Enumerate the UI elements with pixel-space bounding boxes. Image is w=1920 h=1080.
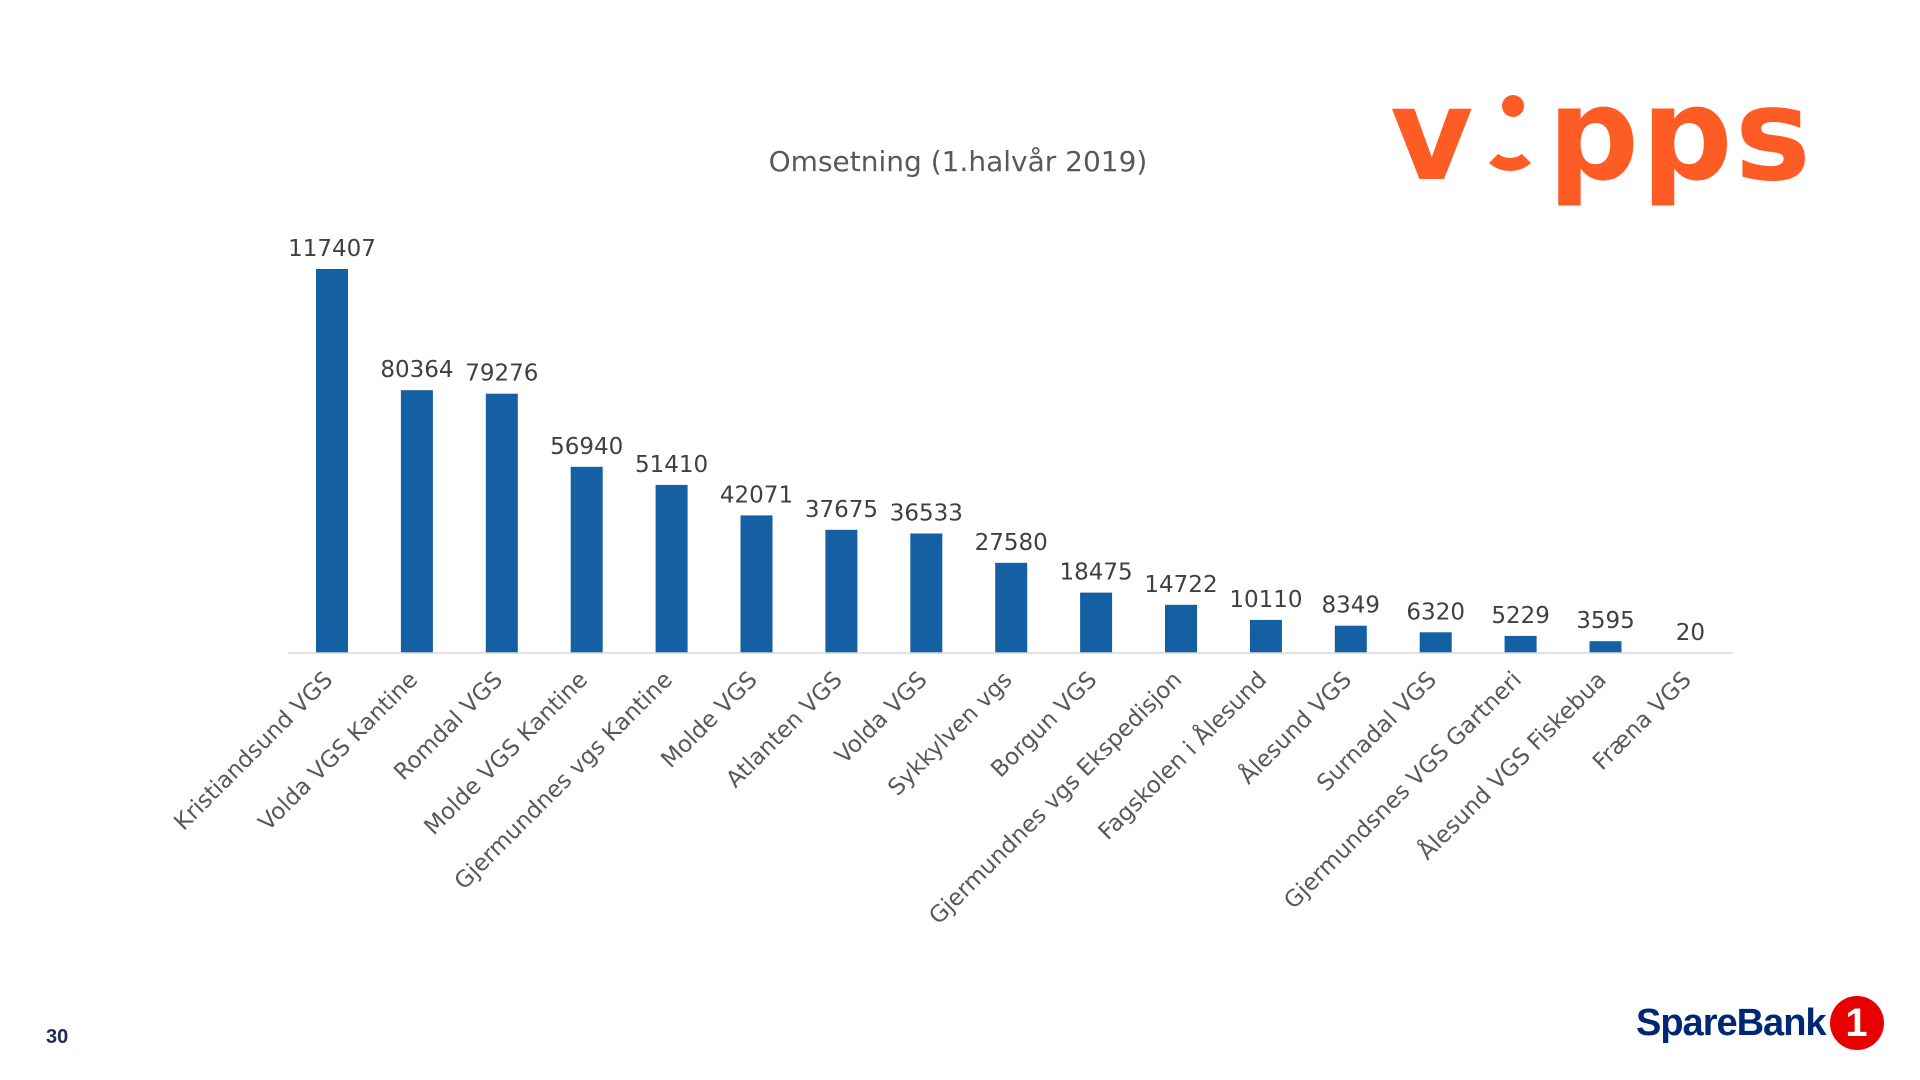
bar-9 [995,562,1028,653]
bar-14 [1419,632,1452,653]
value-label-9: 27580 [975,530,1048,556]
vipps-logo-suffix: pps [1547,61,1813,210]
chart-title: Omsetning (1.halvår 2019) [769,145,1148,178]
sparebank-logo-text: SpareBank [1636,1001,1827,1044]
bar-7 [825,529,858,653]
bar-11 [1165,604,1197,653]
value-label-5: 51410 [635,452,708,478]
vipps-logo-prefix: v [1390,61,1476,210]
bar-16 [1589,641,1622,653]
value-label-16: 3595 [1576,608,1635,634]
bars-group [316,269,1707,653]
bar-2 [400,390,433,653]
value-label-7: 37675 [805,497,878,523]
value-label-3: 79276 [465,361,538,387]
value-label-8: 36533 [890,501,963,527]
value-label-2: 80364 [380,357,453,383]
value-label-14: 6320 [1406,599,1465,625]
vipps-logo: v pps [1390,72,1813,200]
value-labels-group: 117407 80364 79276 56940 51410 42071 37675 3653… [288,236,1705,646]
sparebank1-logo: SpareBank 1 [1636,996,1884,1050]
value-label-10: 18475 [1060,560,1133,586]
value-label-4: 56940 [550,434,623,460]
bar-10 [1080,592,1113,653]
bar-12 [1249,619,1282,653]
category-label-1: Kristiandsund VGS [169,667,338,836]
value-label-6: 42071 [720,482,793,508]
bar-15 [1504,635,1537,653]
bar-4 [570,466,603,653]
category-label-12: Fagskolen i Ålesund [1092,665,1272,845]
bar-8 [910,533,943,653]
bar-3 [485,393,518,653]
value-label-11: 14722 [1144,572,1217,598]
bar-5 [655,484,688,653]
value-label-1: 117407 [288,236,376,262]
sparebank-badge-icon: 1 [1829,996,1884,1050]
bar-1 [316,269,348,653]
vipps-smile-icon [1479,89,1543,179]
bar-13 [1334,625,1367,653]
bar-6 [740,515,773,653]
category-label-2: Volda VGS Kantine [254,667,423,836]
page-number: 30 [46,1026,69,1048]
value-label-17: 20 [1676,620,1705,646]
value-label-13: 8349 [1322,593,1381,619]
value-label-12: 10110 [1229,587,1302,613]
value-label-15: 5229 [1491,603,1550,629]
category-label-4: Molde VGS Kantine [419,667,592,840]
